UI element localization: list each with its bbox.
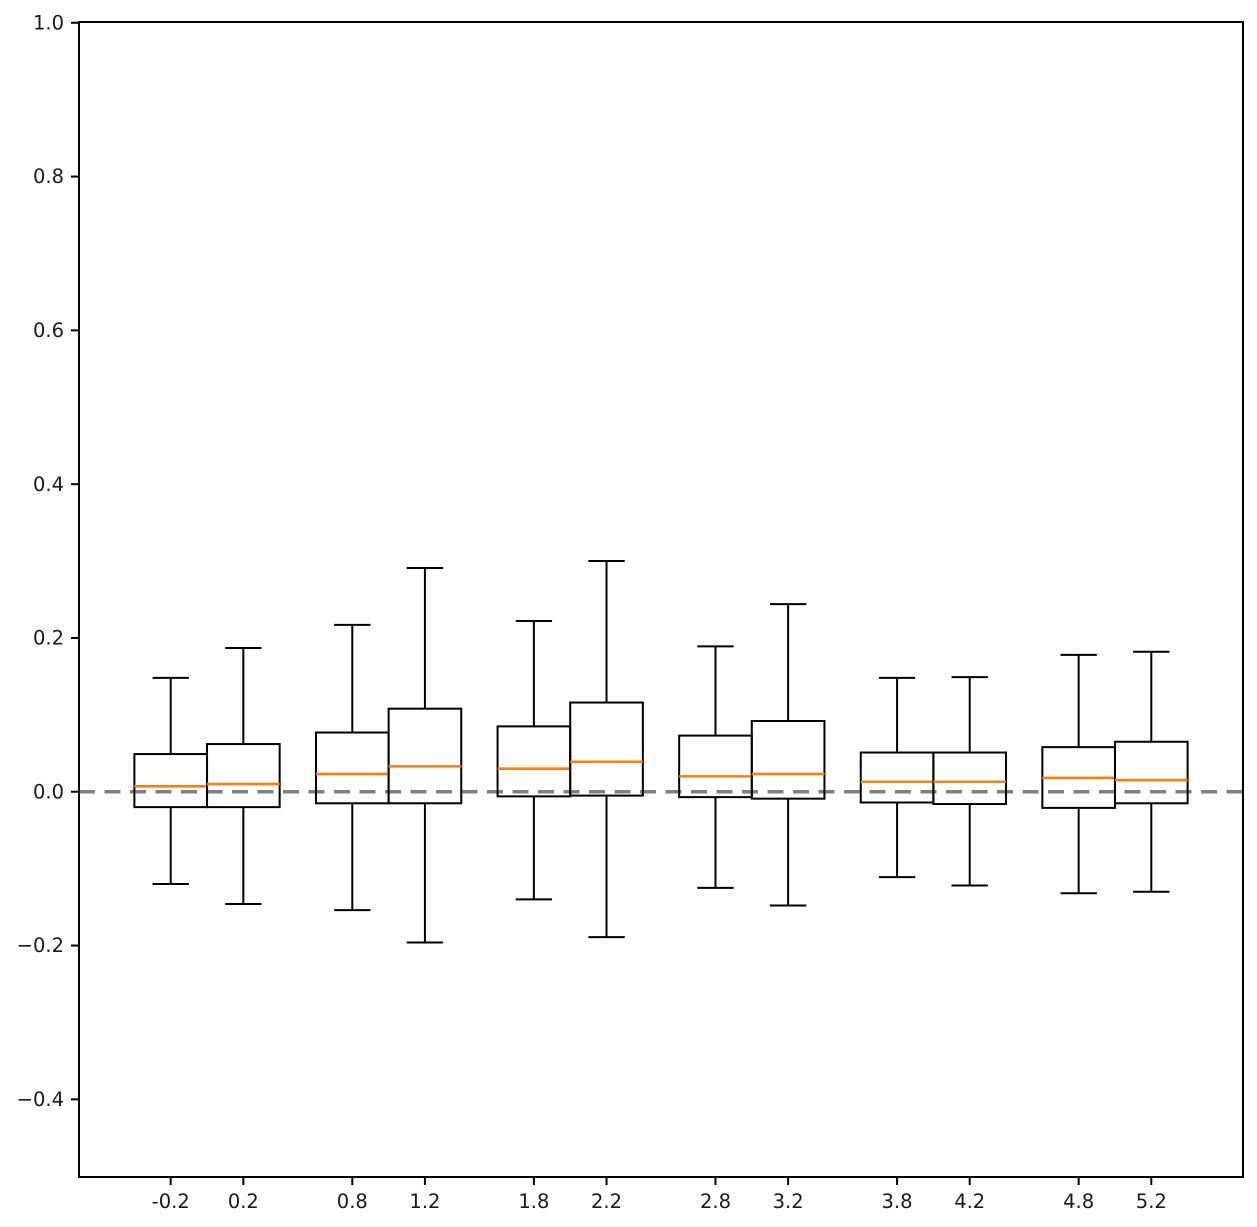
iqr-box [387,707,463,805]
box-group-0.2 [206,646,281,906]
x-tick-label: -0.2 [152,1190,190,1213]
y-tick-label: 0.4 [33,473,64,496]
x-tick-label: 4.2 [954,1190,985,1213]
x-tick-label: 4.8 [1063,1190,1094,1213]
iqr-box [932,751,1008,806]
box-group-2.8 [678,645,753,889]
x-tick-label: 3.2 [773,1190,804,1213]
x-tick-label: 0.2 [228,1190,259,1213]
x-tick-label: 5.2 [1136,1190,1167,1213]
y-tick-label: 0.0 [33,780,64,803]
iqr-box [750,719,826,800]
x-tick-label: 2.8 [700,1190,731,1213]
x-tick-label: 1.8 [518,1190,549,1213]
axes-spines [78,21,1244,1178]
y-tick-label: 0.6 [33,319,64,342]
x-tick-label: 1.2 [409,1190,440,1213]
y-tick-label: −0.4 [17,1088,64,1111]
box-group-4.2 [932,676,1008,887]
y-tick-label: −0.2 [17,934,64,957]
box-group-3.2 [750,603,826,907]
y-tick-label: 0.8 [33,165,64,188]
x-tick-label: 0.8 [337,1190,368,1213]
box-group-3.8 [859,676,935,879]
box-group-0.8 [314,623,390,912]
x-tick-label: 2.2 [591,1190,622,1213]
iqr-box [206,743,281,809]
y-tick-label: 1.0 [33,11,64,34]
iqr-box [569,701,644,797]
iqr-box [1113,740,1189,805]
y-tick-label: 0.2 [33,627,64,650]
box-group-5.2 [1113,650,1189,893]
box-group-2.2 [569,560,644,939]
box-group-1.2 [387,566,463,944]
x-tick-label: 3.8 [882,1190,913,1213]
